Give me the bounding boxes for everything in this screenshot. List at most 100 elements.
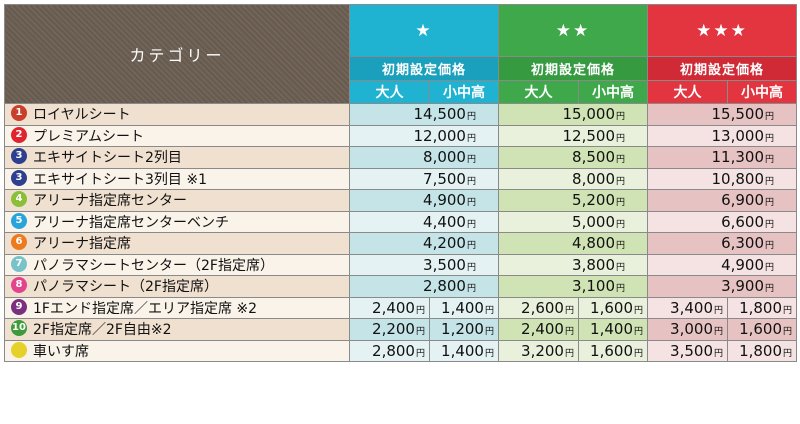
category-label: アリーナ指定席センター: [33, 193, 187, 210]
yen-unit: 円: [616, 133, 626, 144]
price-value: 4,900: [423, 191, 466, 210]
yen-unit: 円: [616, 155, 626, 166]
price-value: 1,400: [590, 320, 633, 339]
price-value: 3,500: [423, 255, 466, 274]
seat-number-badge: 1: [11, 105, 27, 122]
category-label: アリーナ指定席: [33, 236, 131, 253]
adult-price-cell: 2,600円: [498, 296, 579, 319]
yen-unit: 円: [466, 219, 476, 230]
price-value: 1,200: [441, 320, 484, 339]
price-value: 3,800: [572, 255, 615, 274]
price-cell: 13,000円: [647, 124, 798, 147]
category-label: 1Fエンド指定席／エリア指定席 ※2: [33, 300, 258, 317]
price-value: 4,200: [423, 234, 466, 253]
tier-1-star-header: ★: [349, 4, 499, 57]
yen-unit: 円: [466, 112, 476, 123]
adult-price-cell: 3,200円: [498, 339, 579, 362]
table-row: 10 2F指定席／2F自由※2 2,200円 1,200円 2,400円 1,400円 3,…: [4, 318, 798, 341]
price-value: 3,200: [521, 341, 564, 360]
category-cell: 6 アリーナ指定席: [4, 232, 350, 255]
price-cell: 12,000円: [349, 124, 499, 147]
yen-unit: 円: [783, 305, 793, 316]
price-cell: 15,000円: [497, 103, 649, 126]
category-label: 2F指定席／2F自由※2: [33, 322, 172, 339]
yen-unit: 円: [634, 348, 644, 359]
seat-number-badge: 5: [11, 212, 27, 229]
yen-unit: 円: [484, 348, 494, 359]
child-price-cell: 1,600円: [577, 296, 649, 319]
category-header: カテゴリー: [4, 4, 350, 104]
price-cell: 10,800円: [647, 167, 798, 190]
yen-unit: 円: [714, 305, 724, 316]
yen-unit: 円: [765, 112, 775, 123]
adult-label: 大人: [647, 80, 729, 104]
price-cell: 3,900円: [647, 275, 798, 298]
yen-unit: 円: [466, 176, 476, 187]
price-cell: 3,800円: [497, 253, 649, 276]
price-cell: 4,200円: [349, 232, 499, 255]
initial-price-label: 初期設定価格: [647, 56, 798, 81]
adult-price-cell: 3,000円: [647, 318, 729, 341]
yen-unit: 円: [466, 133, 476, 144]
seat-number-badge: [11, 341, 27, 358]
yen-unit: 円: [616, 176, 626, 187]
adult-price-cell: 3,400円: [647, 296, 729, 319]
yen-unit: 円: [765, 155, 775, 166]
price-value: 4,900: [721, 255, 765, 274]
price-value: 8,000: [572, 169, 615, 188]
yen-unit: 円: [765, 262, 775, 273]
adult-price-cell: 2,400円: [498, 318, 579, 341]
price-value: 8,500: [572, 148, 615, 167]
price-value: 15,500: [711, 105, 765, 124]
price-value: 3,400: [670, 298, 713, 317]
child-price-cell: 1,400円: [429, 296, 499, 319]
price-value: 3,100: [572, 277, 615, 296]
price-value: 1,800: [739, 298, 783, 317]
tier-3-star-header: ★★★: [647, 4, 798, 57]
table-row: 車いす席 2,800円 1,400円 3,200円 1,600円 3,500円 1,800円: [4, 339, 798, 362]
yen-unit: 円: [484, 305, 494, 316]
price-cell: 3,500円: [349, 253, 499, 276]
price-value: 1,400: [441, 341, 484, 360]
seat-number-badge: 3: [11, 169, 27, 186]
price-value: 2,200: [372, 320, 415, 339]
category-cell: 7 パノラマシートセンター（2F指定席）: [4, 253, 350, 276]
seat-number-badge: 6: [11, 234, 27, 251]
price-cell: 8,000円: [497, 167, 649, 190]
price-value: 1,600: [590, 341, 633, 360]
price-value: 8,000: [423, 148, 466, 167]
seat-number-badge: 2: [11, 126, 27, 143]
table-row: 2 プレミアムシート 12,000円 12,500円 13,000円: [4, 124, 798, 147]
seat-number-badge: 3: [11, 148, 27, 165]
price-value: 6,900: [721, 191, 765, 210]
price-cell: 6,900円: [647, 189, 798, 212]
initial-price-label: 初期設定価格: [497, 56, 649, 81]
category-cell: 3 エキサイトシート3列目 ※1: [4, 167, 350, 190]
price-value: 14,500: [413, 105, 466, 124]
price-cell: 5,200円: [497, 189, 649, 212]
yen-unit: 円: [564, 327, 574, 338]
child-label: 小中高: [577, 80, 649, 104]
price-cell: 3,100円: [497, 275, 649, 298]
yen-unit: 円: [765, 284, 775, 295]
yen-unit: 円: [783, 348, 793, 359]
price-cell: 7,500円: [349, 167, 499, 190]
price-cell: 14,500円: [349, 103, 499, 126]
category-cell: 8 パノラマシート（2F指定席）: [4, 275, 350, 298]
price-cell: 15,500円: [647, 103, 798, 126]
yen-unit: 円: [466, 284, 476, 295]
yen-unit: 円: [564, 305, 574, 316]
category-label: パノラマシートセンター（2F指定席）: [33, 257, 274, 274]
price-value: 3,500: [670, 341, 713, 360]
yen-unit: 円: [765, 198, 775, 209]
table-row: 8 パノラマシート（2F指定席） 2,800円 3,100円 3,900円: [4, 275, 798, 298]
adult-price-cell: 2,400円: [349, 296, 430, 319]
category-cell: 10 2F指定席／2F自由※2: [4, 318, 350, 341]
table-row: 9 1Fエンド指定席／エリア指定席 ※2 2,400円 1,400円 2,600円 1,6…: [4, 296, 798, 319]
child-price-cell: 1,600円: [727, 318, 798, 341]
initial-price-label: 初期設定価格: [349, 56, 499, 81]
yen-unit: 円: [415, 305, 425, 316]
category-cell: 1 ロイヤルシート: [4, 103, 350, 126]
category-label: パノラマシート（2F指定席）: [33, 279, 218, 296]
price-value: 12,500: [562, 126, 616, 145]
